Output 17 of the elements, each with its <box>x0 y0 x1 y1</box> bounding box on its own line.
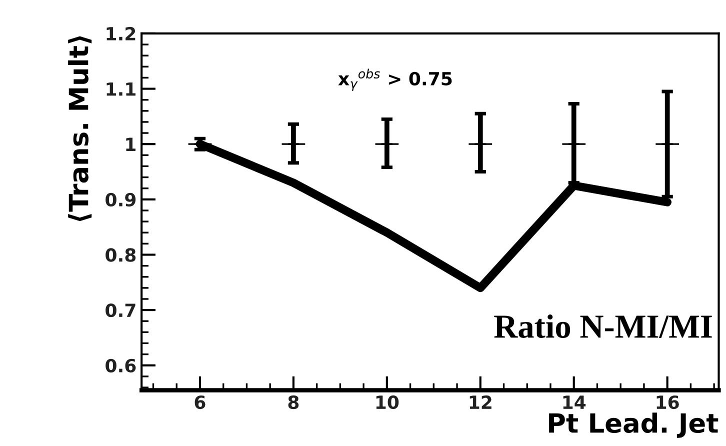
y-tick-label: 0.7 <box>106 304 136 318</box>
y-axis-title: ⟨Trans. Mult⟩ <box>68 36 92 222</box>
x-tick-label: 8 <box>288 395 299 410</box>
x-axis-title: Pt Lead. Jet <box>549 412 718 438</box>
x-tick-label: 6 <box>194 395 206 410</box>
x-tick-label: 14 <box>563 396 586 409</box>
y-tick-label: 0.6 <box>106 358 136 372</box>
x-tick-label: 12 <box>470 395 492 409</box>
annotation: Ratio N-MI/MI <box>494 314 712 338</box>
x-tick-label: 10 <box>376 395 399 410</box>
y-tick-label: 1.1 <box>106 82 136 96</box>
y-tick-label: 0.8 <box>106 248 136 262</box>
annotation: x$_{γ}$$^{obs}$ > 0.75 <box>338 68 452 91</box>
x-tick-label: 16 <box>656 395 679 410</box>
y-tick-label: 1 <box>126 138 136 151</box>
y-tick-label: 0.9 <box>106 192 136 207</box>
y-tick-label: 1.2 <box>106 26 136 40</box>
